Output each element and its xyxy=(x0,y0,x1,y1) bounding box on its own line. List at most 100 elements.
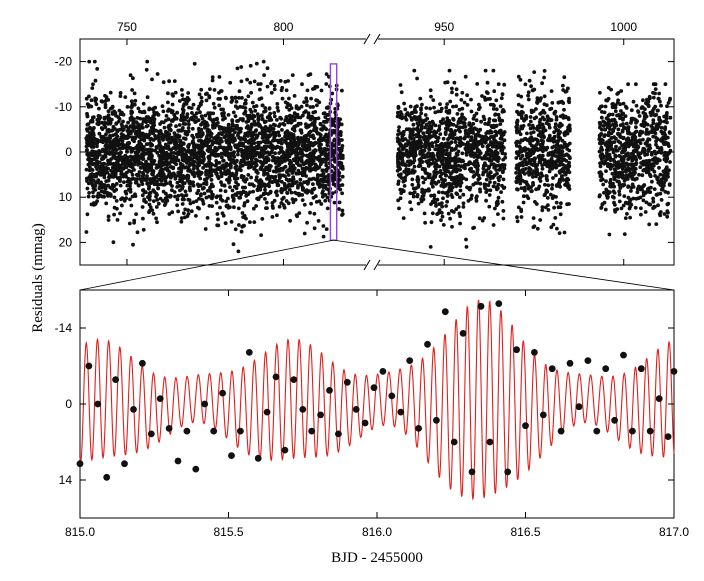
top-data-point xyxy=(445,199,449,204)
top-data-point xyxy=(177,184,182,188)
top-data-point xyxy=(296,168,301,173)
top-data-point xyxy=(115,176,120,181)
top-data-point xyxy=(233,130,237,135)
top-data-point xyxy=(184,152,189,157)
top-data-point xyxy=(133,192,137,197)
top-data-point xyxy=(476,129,481,134)
top-data-point xyxy=(110,165,115,170)
top-data-point xyxy=(108,120,113,125)
top-data-point xyxy=(199,95,204,100)
top-data-point xyxy=(535,226,540,231)
top-data-point xyxy=(424,122,429,127)
top-data-point xyxy=(300,173,305,178)
top-data-point xyxy=(178,146,183,151)
top-data-point xyxy=(285,170,289,175)
top-data-point xyxy=(188,201,193,206)
top-data-point xyxy=(542,117,547,122)
top-data-point xyxy=(220,132,224,137)
top-data-point xyxy=(216,153,221,158)
top-data-point xyxy=(447,145,451,150)
top-data-point xyxy=(129,203,134,208)
top-data-point xyxy=(551,176,555,180)
top-data-point xyxy=(516,102,521,107)
top-data-point xyxy=(338,149,342,153)
top-data-point xyxy=(179,193,184,197)
top-data-point xyxy=(200,186,205,191)
top-data-point xyxy=(302,231,307,236)
top-data-point xyxy=(223,221,228,226)
top-data-point xyxy=(167,140,171,145)
top-data-point xyxy=(154,166,159,170)
top-data-point xyxy=(300,113,305,118)
top-data-point xyxy=(543,162,548,167)
top-data-point xyxy=(399,191,404,196)
top-data-point xyxy=(488,180,492,185)
top-data-point xyxy=(140,171,145,175)
top-data-point xyxy=(498,122,503,126)
top-data-point xyxy=(416,183,421,187)
top-data-point xyxy=(259,113,264,118)
top-data-point xyxy=(268,124,273,129)
top-data-point xyxy=(519,94,524,99)
top-data-point xyxy=(158,156,163,161)
top-data-point xyxy=(175,110,180,115)
top-data-point xyxy=(400,159,405,164)
top-data-point xyxy=(256,140,260,145)
top-data-point xyxy=(414,186,418,191)
top-data-point xyxy=(244,139,249,144)
top-data-point xyxy=(420,102,424,107)
top-data-point xyxy=(489,162,494,167)
top-data-point xyxy=(183,117,187,122)
top-data-point xyxy=(215,174,220,179)
top-data-point xyxy=(254,169,259,174)
top-data-point xyxy=(104,132,108,137)
top-data-point xyxy=(497,116,502,120)
top-data-point xyxy=(492,180,497,185)
top-data-point xyxy=(114,199,119,203)
top-data-point xyxy=(130,173,135,177)
top-data-point xyxy=(499,144,503,149)
top-data-point xyxy=(514,179,519,184)
top-data-point xyxy=(538,142,543,147)
top-data-point xyxy=(471,170,476,174)
top-data-point xyxy=(215,194,220,199)
top-data-point xyxy=(308,134,313,139)
top-data-point xyxy=(291,169,296,173)
top-data-point xyxy=(87,191,91,195)
top-data-point xyxy=(554,200,559,205)
top-data-point xyxy=(404,151,408,156)
top-data-point xyxy=(437,190,441,195)
top-data-point xyxy=(145,59,150,64)
top-data-point xyxy=(279,116,284,121)
top-data-point xyxy=(302,202,307,207)
top-data-point xyxy=(434,135,438,140)
top-data-point xyxy=(156,186,161,191)
top-data-point xyxy=(121,155,126,160)
top-data-point xyxy=(438,155,442,160)
top-data-point xyxy=(284,199,289,203)
top-data-point xyxy=(454,124,459,129)
top-data-point xyxy=(332,200,337,205)
top-data-point xyxy=(236,149,241,153)
top-data-point xyxy=(162,125,167,130)
top-data-point xyxy=(416,140,421,145)
top-data-point xyxy=(257,180,261,185)
top-data-point xyxy=(515,167,520,171)
top-data-point xyxy=(203,125,207,130)
top-data-point xyxy=(87,175,92,180)
top-data-point xyxy=(212,105,217,110)
top-data-point xyxy=(205,189,210,193)
top-data-point xyxy=(408,150,413,155)
top-data-point xyxy=(455,112,460,116)
top-data-point xyxy=(567,170,572,175)
top-data-point xyxy=(183,207,188,212)
top-data-point xyxy=(219,89,224,93)
top-data-point xyxy=(199,192,203,197)
top-data-point xyxy=(260,184,264,188)
top-data-point xyxy=(135,116,140,120)
top-data-point xyxy=(125,183,130,188)
top-data-point xyxy=(146,149,151,154)
top-data-point xyxy=(185,166,190,170)
top-data-point xyxy=(490,125,495,130)
top-data-point xyxy=(409,207,414,212)
